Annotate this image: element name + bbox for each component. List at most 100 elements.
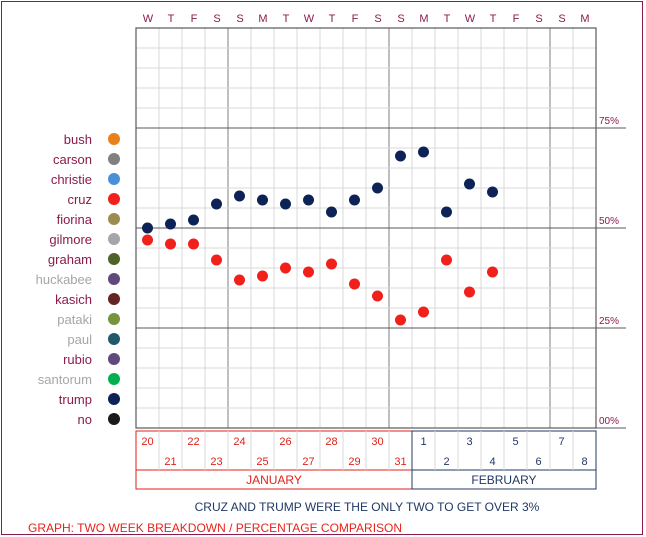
day-of-week-label: S: [374, 13, 381, 25]
y-tick-label: 75%: [599, 116, 619, 127]
legend-marker: [108, 273, 120, 285]
day-of-week-label: F: [191, 13, 198, 25]
day-of-week-label: M: [258, 13, 267, 25]
trump-point: [165, 218, 176, 230]
date-label: 28: [325, 436, 337, 448]
day-of-week-label: W: [304, 13, 315, 25]
day-of-week-label: M: [580, 13, 589, 25]
legend-marker: [108, 253, 120, 265]
legend-label: gilmore: [49, 232, 92, 247]
trump-point: [441, 206, 452, 218]
cruz-point: [464, 286, 475, 298]
cruz-point: [349, 278, 360, 290]
day-of-week-label: S: [236, 13, 243, 25]
day-of-week-label: T: [168, 13, 175, 25]
legend-marker: [108, 353, 120, 365]
date-label: 24: [233, 436, 245, 448]
day-of-week-label: T: [444, 13, 451, 25]
legend-marker: [108, 193, 120, 205]
month-label: FEBRUARY: [471, 473, 536, 487]
cruz-point: [142, 234, 153, 246]
trump-point: [349, 194, 360, 206]
day-of-week-label: T: [283, 13, 290, 25]
date-label: 7: [558, 436, 564, 448]
data-points: [142, 146, 498, 326]
trump-point: [487, 186, 498, 198]
y-axis-ticks: 75% 50% 25% 00%: [599, 116, 619, 427]
legend-marker: [108, 153, 120, 165]
legend-label: carson: [53, 152, 92, 167]
trump-point: [234, 190, 245, 202]
date-label: 25: [256, 456, 268, 468]
trump-point: [211, 198, 222, 210]
cruz-point: [280, 262, 291, 274]
day-of-week-label: M: [419, 13, 428, 25]
legend-marker: [108, 133, 120, 145]
cruz-point: [234, 274, 245, 286]
legend-marker: [108, 213, 120, 225]
chart-caption: GRAPH: TWO WEEK BREAKDOWN / PERCENTAGE C…: [28, 521, 402, 535]
date-label: 27: [302, 456, 314, 468]
legend-label: paul: [67, 332, 92, 347]
day-of-week-label: S: [397, 13, 404, 25]
cruz-point: [257, 270, 268, 282]
trump-point: [257, 194, 268, 206]
trump-point: [464, 178, 475, 190]
cruz-point: [418, 306, 429, 318]
month-label: JANUARY: [246, 473, 302, 487]
day-of-week-label: S: [213, 13, 220, 25]
legend-label: bush: [64, 132, 92, 147]
date-label: 4: [489, 456, 495, 468]
trump-point: [326, 206, 337, 218]
y-tick-label: 25%: [599, 316, 619, 327]
annotation-note: CRUZ AND TRUMP WERE THE ONLY TWO TO GET …: [195, 500, 540, 514]
legend-label: pataki: [57, 312, 92, 327]
cruz-point: [326, 258, 337, 270]
legend-label: huckabee: [36, 272, 92, 287]
legend-label: christie: [51, 172, 92, 187]
legend: bush carson christie cruz fiorina gilmore grah…: [36, 132, 120, 427]
date-label: 20: [141, 436, 153, 448]
legend-label: santorum: [38, 372, 92, 387]
cruz-point: [165, 238, 176, 250]
trump-point: [418, 146, 429, 158]
day-of-week-label: F: [513, 13, 520, 25]
date-label: 3: [466, 436, 472, 448]
legend-marker: [108, 233, 120, 245]
legend-label: cruz: [67, 192, 92, 207]
date-label: 1: [420, 436, 426, 448]
cruz-point: [211, 254, 222, 266]
cruz-point: [395, 314, 406, 326]
day-of-week-label: S: [558, 13, 565, 25]
legend-marker: [108, 333, 120, 345]
date-label: 22: [187, 436, 199, 448]
date-label: 26: [279, 436, 291, 448]
legend-marker: [108, 173, 120, 185]
day-of-week-label: W: [465, 13, 476, 25]
date-label: 6: [535, 456, 541, 468]
legend-label: rubio: [63, 352, 92, 367]
day-of-week-label: W: [143, 13, 154, 25]
cruz-point: [303, 266, 314, 278]
date-label: 8: [581, 456, 587, 468]
cruz-point: [487, 266, 498, 278]
legend-label: fiorina: [57, 212, 93, 227]
legend-label: kasich: [55, 292, 92, 307]
trump-point: [372, 182, 383, 194]
cruz-point: [188, 238, 199, 250]
date-label: 31: [394, 456, 406, 468]
day-of-week-label: S: [535, 13, 542, 25]
day-of-week-label: T: [329, 13, 336, 25]
trump-point: [188, 214, 199, 226]
cruz-point: [372, 290, 383, 302]
legend-marker: [108, 373, 120, 385]
day-of-week-label: T: [490, 13, 497, 25]
legend-label: trump: [59, 392, 92, 407]
date-label: 29: [348, 456, 360, 468]
legend-marker: [108, 313, 120, 325]
trump-point: [280, 198, 291, 210]
date-label: 5: [512, 436, 518, 448]
